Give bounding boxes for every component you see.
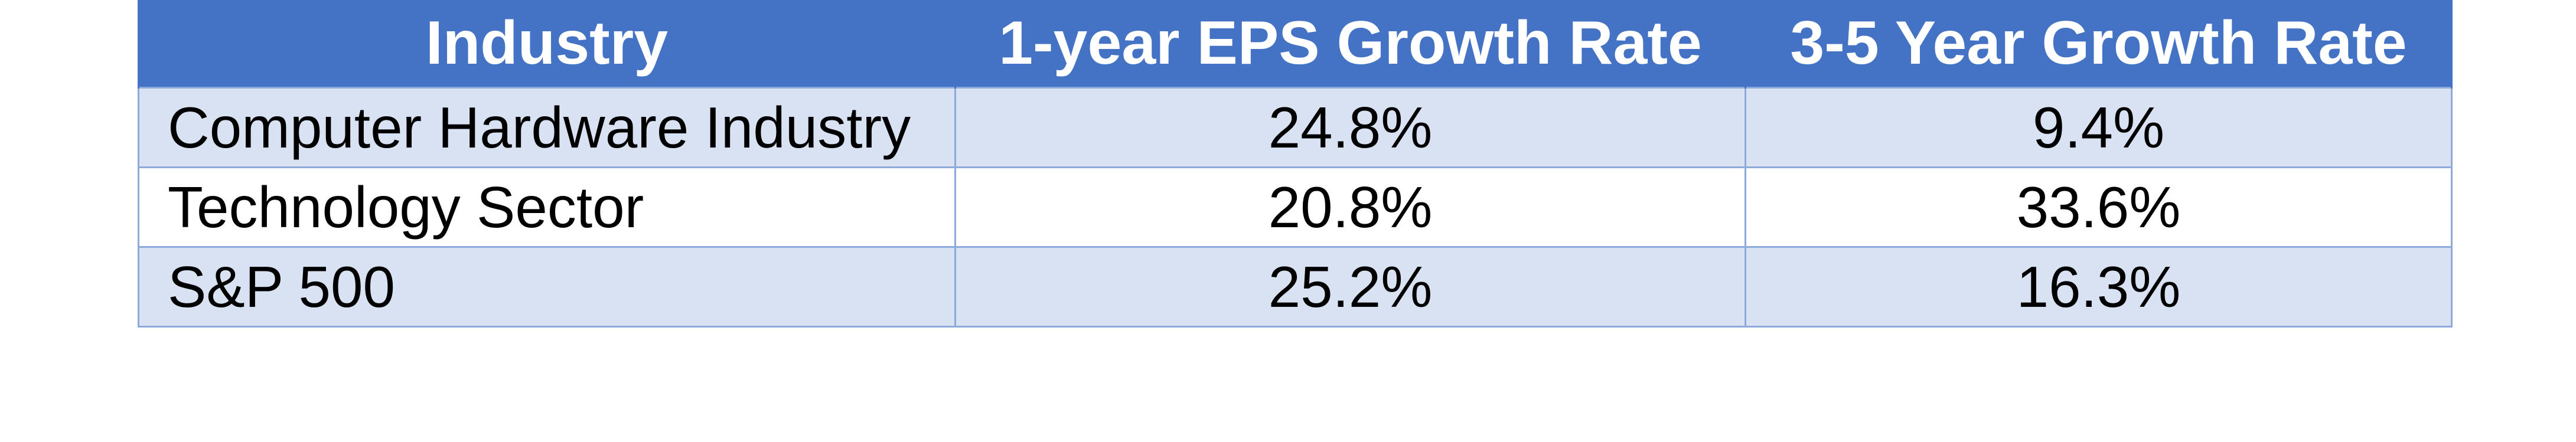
table-header-row: Industry 1-year EPS Growth Rate 3-5 Year… <box>138 0 2453 88</box>
growth-rate-table: Industry 1-year EPS Growth Rate 3-5 Year… <box>138 0 2453 328</box>
cell-eps-1yr: 20.8% <box>954 166 1746 248</box>
cell-eps-1yr: 25.2% <box>954 246 1746 328</box>
cell-industry: Technology Sector <box>138 166 956 248</box>
growth-rate-table-container: Industry 1-year EPS Growth Rate 3-5 Year… <box>138 0 2453 328</box>
header-eps-growth-1yr: 1-year EPS Growth Rate <box>954 0 1746 88</box>
table-row: Technology Sector 20.8% 33.6% <box>138 166 2453 248</box>
cell-industry: S&P 500 <box>138 246 956 328</box>
cell-industry: Computer Hardware Industry <box>138 87 956 168</box>
table-row: S&P 500 25.2% 16.3% <box>138 246 2453 328</box>
header-industry: Industry <box>138 0 956 88</box>
table-row: Computer Hardware Industry 24.8% 9.4% <box>138 87 2453 168</box>
cell-growth-3-5yr: 16.3% <box>1744 246 2453 328</box>
cell-growth-3-5yr: 9.4% <box>1744 87 2453 168</box>
header-growth-3-5yr: 3-5 Year Growth Rate <box>1744 0 2453 88</box>
cell-growth-3-5yr: 33.6% <box>1744 166 2453 248</box>
cell-eps-1yr: 24.8% <box>954 87 1746 168</box>
